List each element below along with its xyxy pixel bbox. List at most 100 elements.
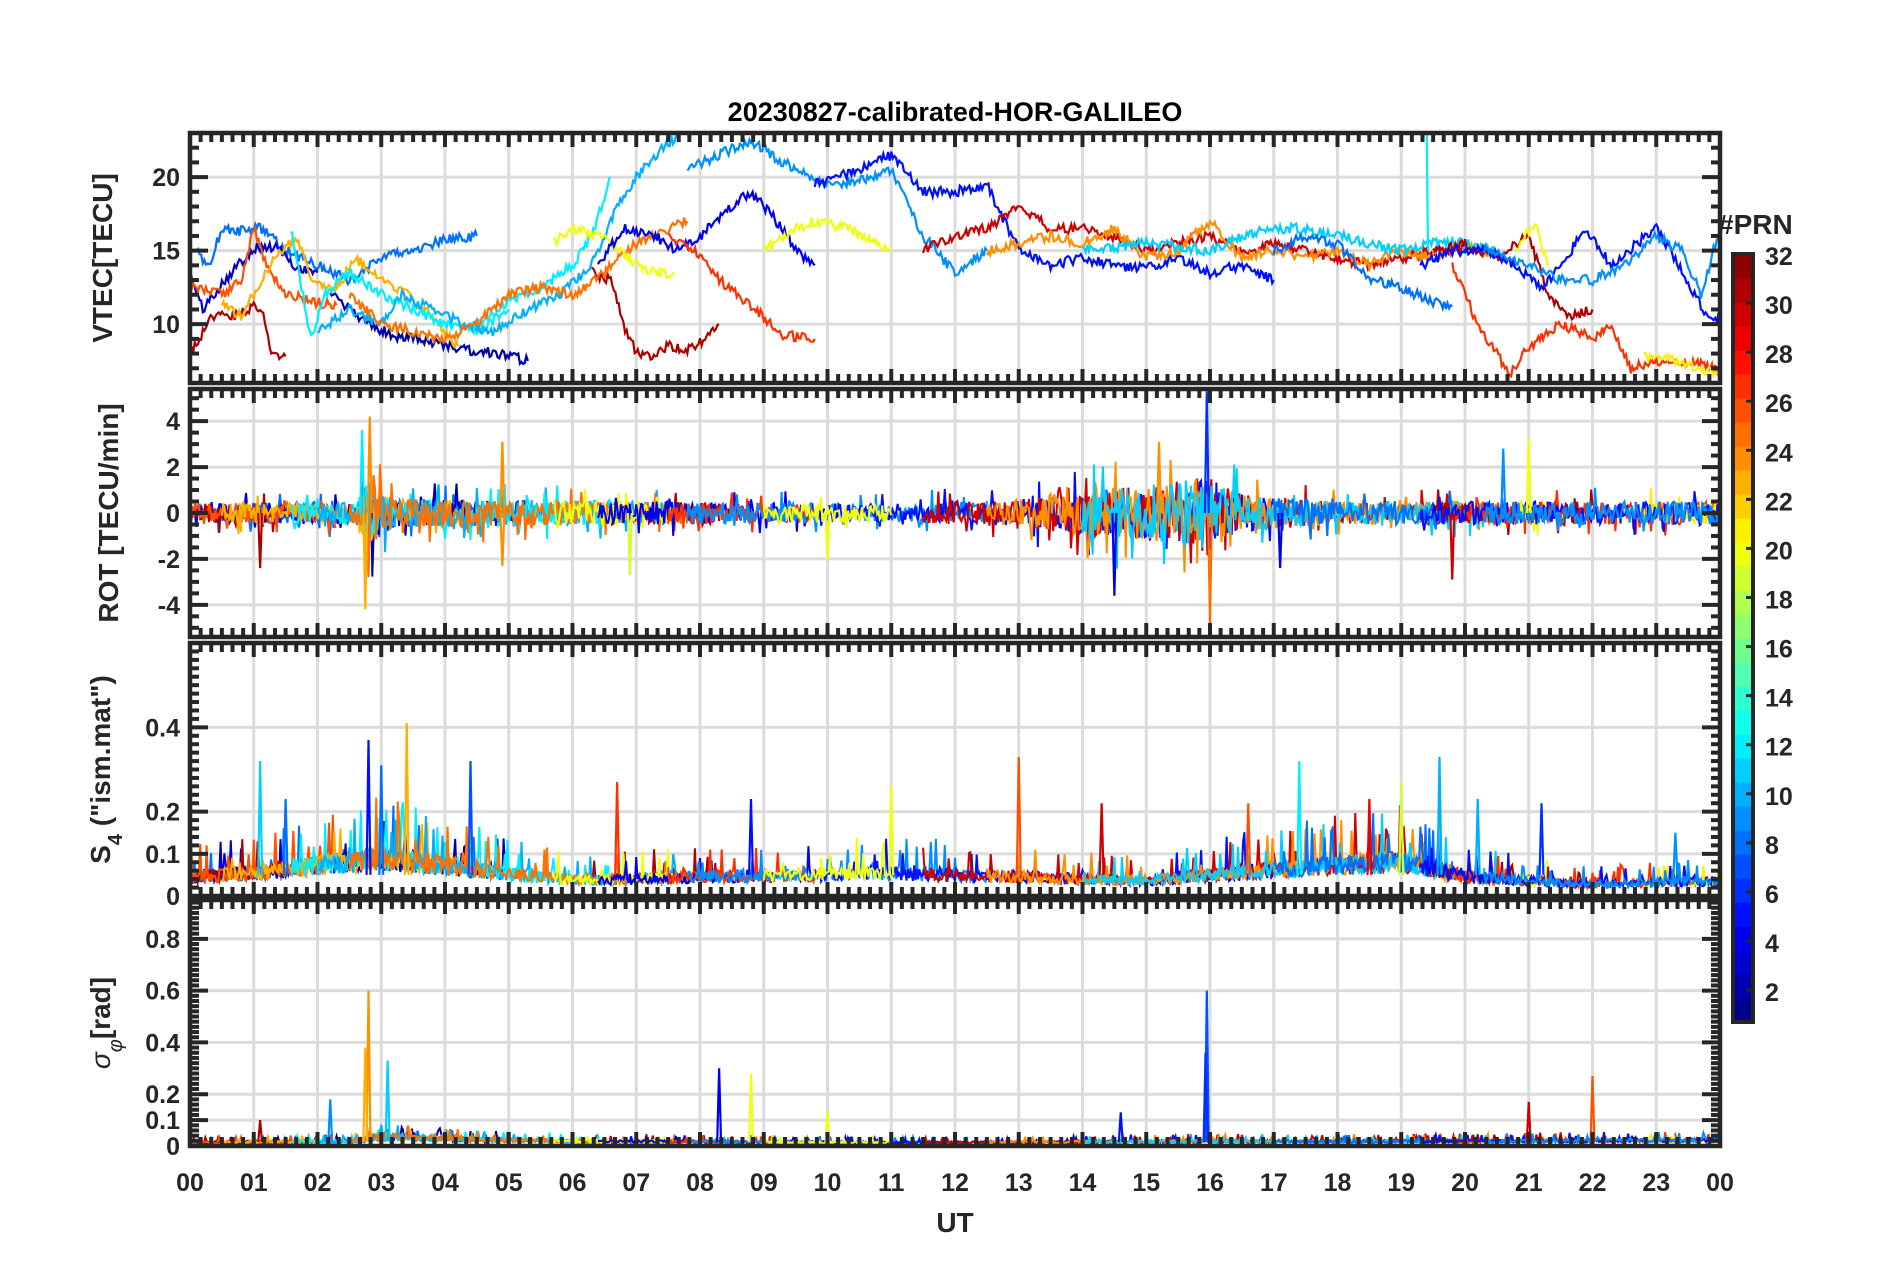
spike-prn-19 — [626, 512, 633, 576]
colorbar-level — [1733, 494, 1753, 519]
x-tick-label: 18 — [1324, 1169, 1352, 1197]
y-tick-label: 0 — [166, 883, 180, 911]
colorbar-level — [1733, 926, 1753, 951]
x-tick-label: 07 — [622, 1169, 650, 1197]
y-tick-label: 0.4 — [145, 714, 180, 742]
colorbar-label: #PRN — [1718, 209, 1793, 240]
y-tick-label: 0.1 — [145, 1107, 180, 1135]
x-tick-label: 22 — [1579, 1169, 1607, 1197]
x-tick-label: 12 — [941, 1169, 969, 1197]
ylabel-main: S — [85, 845, 116, 864]
series-prn-8 — [1272, 232, 1453, 313]
colorbar-level — [1733, 542, 1753, 567]
spike-prn-29 — [1366, 798, 1373, 875]
ylabel-subscript: φ — [105, 1039, 127, 1052]
y-tick-label: 20 — [152, 164, 180, 192]
x-tick-label: 02 — [304, 1169, 332, 1197]
ylabel-rest: ("ism.mat") — [85, 675, 116, 834]
series-prn-21 — [1643, 351, 1720, 379]
colorbar-tick-label: 18 — [1765, 587, 1793, 615]
spike-prn-24 — [499, 512, 506, 566]
spike-prn-6 — [1538, 803, 1545, 875]
y-tick-label: 2 — [166, 454, 180, 482]
series-prn-20 — [763, 216, 892, 254]
colorbar-level — [1733, 734, 1753, 759]
data-series — [190, 723, 1720, 892]
series-prn-5 — [813, 149, 1275, 287]
spike-prn-26 — [1589, 1076, 1596, 1143]
spike-prn-20 — [747, 1073, 755, 1143]
series-prn-26 — [190, 224, 338, 311]
spike-prn-20 — [1525, 437, 1532, 514]
y-tick-label: 0 — [166, 500, 180, 528]
axes-frame — [187, 897, 1723, 1149]
spike-prn-12 — [1296, 761, 1303, 875]
colorbar-level — [1733, 446, 1753, 471]
spike-prn-31 — [257, 512, 264, 569]
series-prn-25 — [348, 217, 689, 346]
x-tick-label: 03 — [367, 1169, 395, 1197]
series-prn-27 — [1451, 262, 1720, 379]
x-tick-label: 15 — [1132, 1169, 1160, 1197]
spike-prn-30 — [1449, 512, 1456, 580]
x-tick-label: 00 — [176, 1169, 204, 1197]
spike-prn-31 — [257, 1120, 264, 1143]
colorbar-level — [1733, 710, 1753, 735]
colorbar-level — [1733, 902, 1753, 927]
series-prn-20 — [1515, 222, 1549, 266]
x-axis-label: UT — [936, 1207, 973, 1238]
grid — [190, 643, 1720, 898]
x-tick-label: 11 — [878, 1169, 905, 1197]
y-tick-label: 0.2 — [145, 1081, 180, 1109]
series-prn-9 — [686, 136, 988, 278]
colorbar-tick-label: 20 — [1765, 537, 1793, 565]
spike-prn-27 — [614, 782, 621, 875]
x-tick-label: 06 — [559, 1169, 587, 1197]
colorbar-level — [1733, 422, 1753, 447]
series-prn-12 — [291, 484, 510, 541]
y-tick-label: 0.4 — [145, 1029, 180, 1057]
y-axis-label-s4: S4 ("ism.mat") — [85, 675, 127, 864]
spike-prn-11 — [384, 1060, 391, 1143]
y-tick-label: 0 — [166, 1133, 180, 1161]
spike-prn-19 — [1398, 782, 1405, 875]
spike-prn-20 — [888, 786, 895, 875]
colorbar-level — [1733, 374, 1753, 399]
spike-prn-5 — [1117, 1112, 1124, 1143]
colorbar-level — [1733, 470, 1753, 495]
panel-rot: -4 -2 0 2 4 ROT [TECU/min] — [93, 386, 1723, 640]
colorbar-level — [1733, 998, 1753, 1023]
colorbar-level — [1733, 854, 1753, 879]
colorbar-level — [1733, 686, 1753, 711]
spike-prn-4 — [716, 1068, 723, 1143]
spike-prn-5 — [365, 739, 372, 875]
spike-prn-20 — [824, 512, 831, 559]
series-prn-31 — [591, 266, 720, 362]
colorbar-level — [1733, 830, 1753, 855]
spike-prn-24 — [499, 441, 506, 514]
y-axis-label-vtec: VTEC[TECU] — [87, 173, 118, 343]
colorbar-level — [1733, 974, 1753, 999]
y-tick-label: 0.8 — [145, 926, 180, 954]
colorbar-level — [1733, 878, 1753, 903]
series-prn-27 — [667, 232, 816, 343]
series-prn-9 — [1483, 487, 1720, 532]
spike-prn-11 — [257, 761, 264, 875]
colorbar-tick-label: 2 — [1765, 979, 1779, 1007]
spike-prn-23 — [362, 1047, 369, 1143]
y-axis-label-sigma: σφ[rad] — [85, 977, 127, 1069]
colorbar-level — [1733, 326, 1753, 351]
ylabel-rest: [rad] — [85, 977, 116, 1039]
series-prn-24 — [985, 218, 1498, 274]
axes-frame — [187, 130, 1723, 386]
series-prn-9 — [1483, 228, 1720, 299]
panel-s4: 0 0.1 0.2 0.4 S4 ("ism.mat") — [85, 640, 1723, 911]
x-tick-label: 08 — [686, 1169, 714, 1197]
x-tick-label: 14 — [1069, 1169, 1097, 1197]
series-prn-4 — [597, 188, 816, 268]
spike-prn-24 — [366, 416, 373, 514]
y-axis-label-rot: ROT [TECU/min] — [93, 403, 124, 622]
spike-prn-6 — [1203, 391, 1210, 514]
ylabel-subscript: 4 — [105, 833, 127, 845]
